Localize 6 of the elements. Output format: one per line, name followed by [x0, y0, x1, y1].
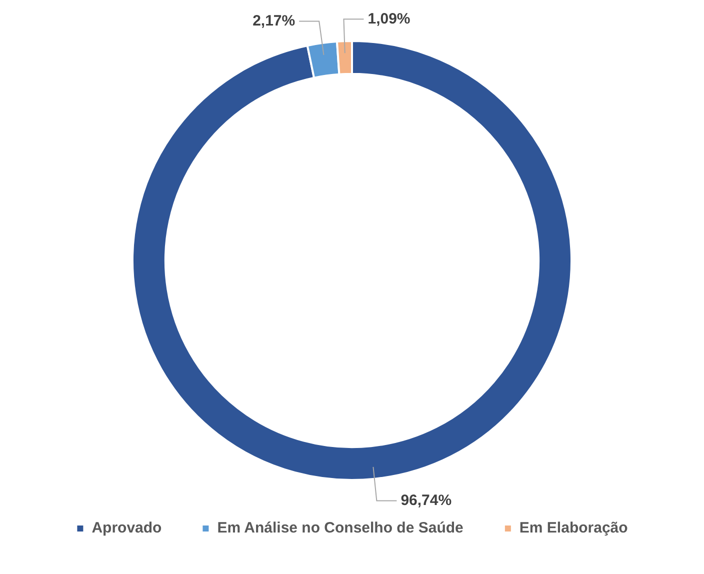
- legend-label: Em Análise no Conselho de Saúde: [217, 520, 464, 537]
- legend-label: Aprovado: [92, 520, 162, 537]
- legend-label: Em Elaboração: [519, 520, 628, 537]
- data-label: 96,74%: [400, 492, 452, 509]
- data-label: 2,17%: [252, 12, 296, 30]
- data-label: 1,09%: [368, 10, 410, 28]
